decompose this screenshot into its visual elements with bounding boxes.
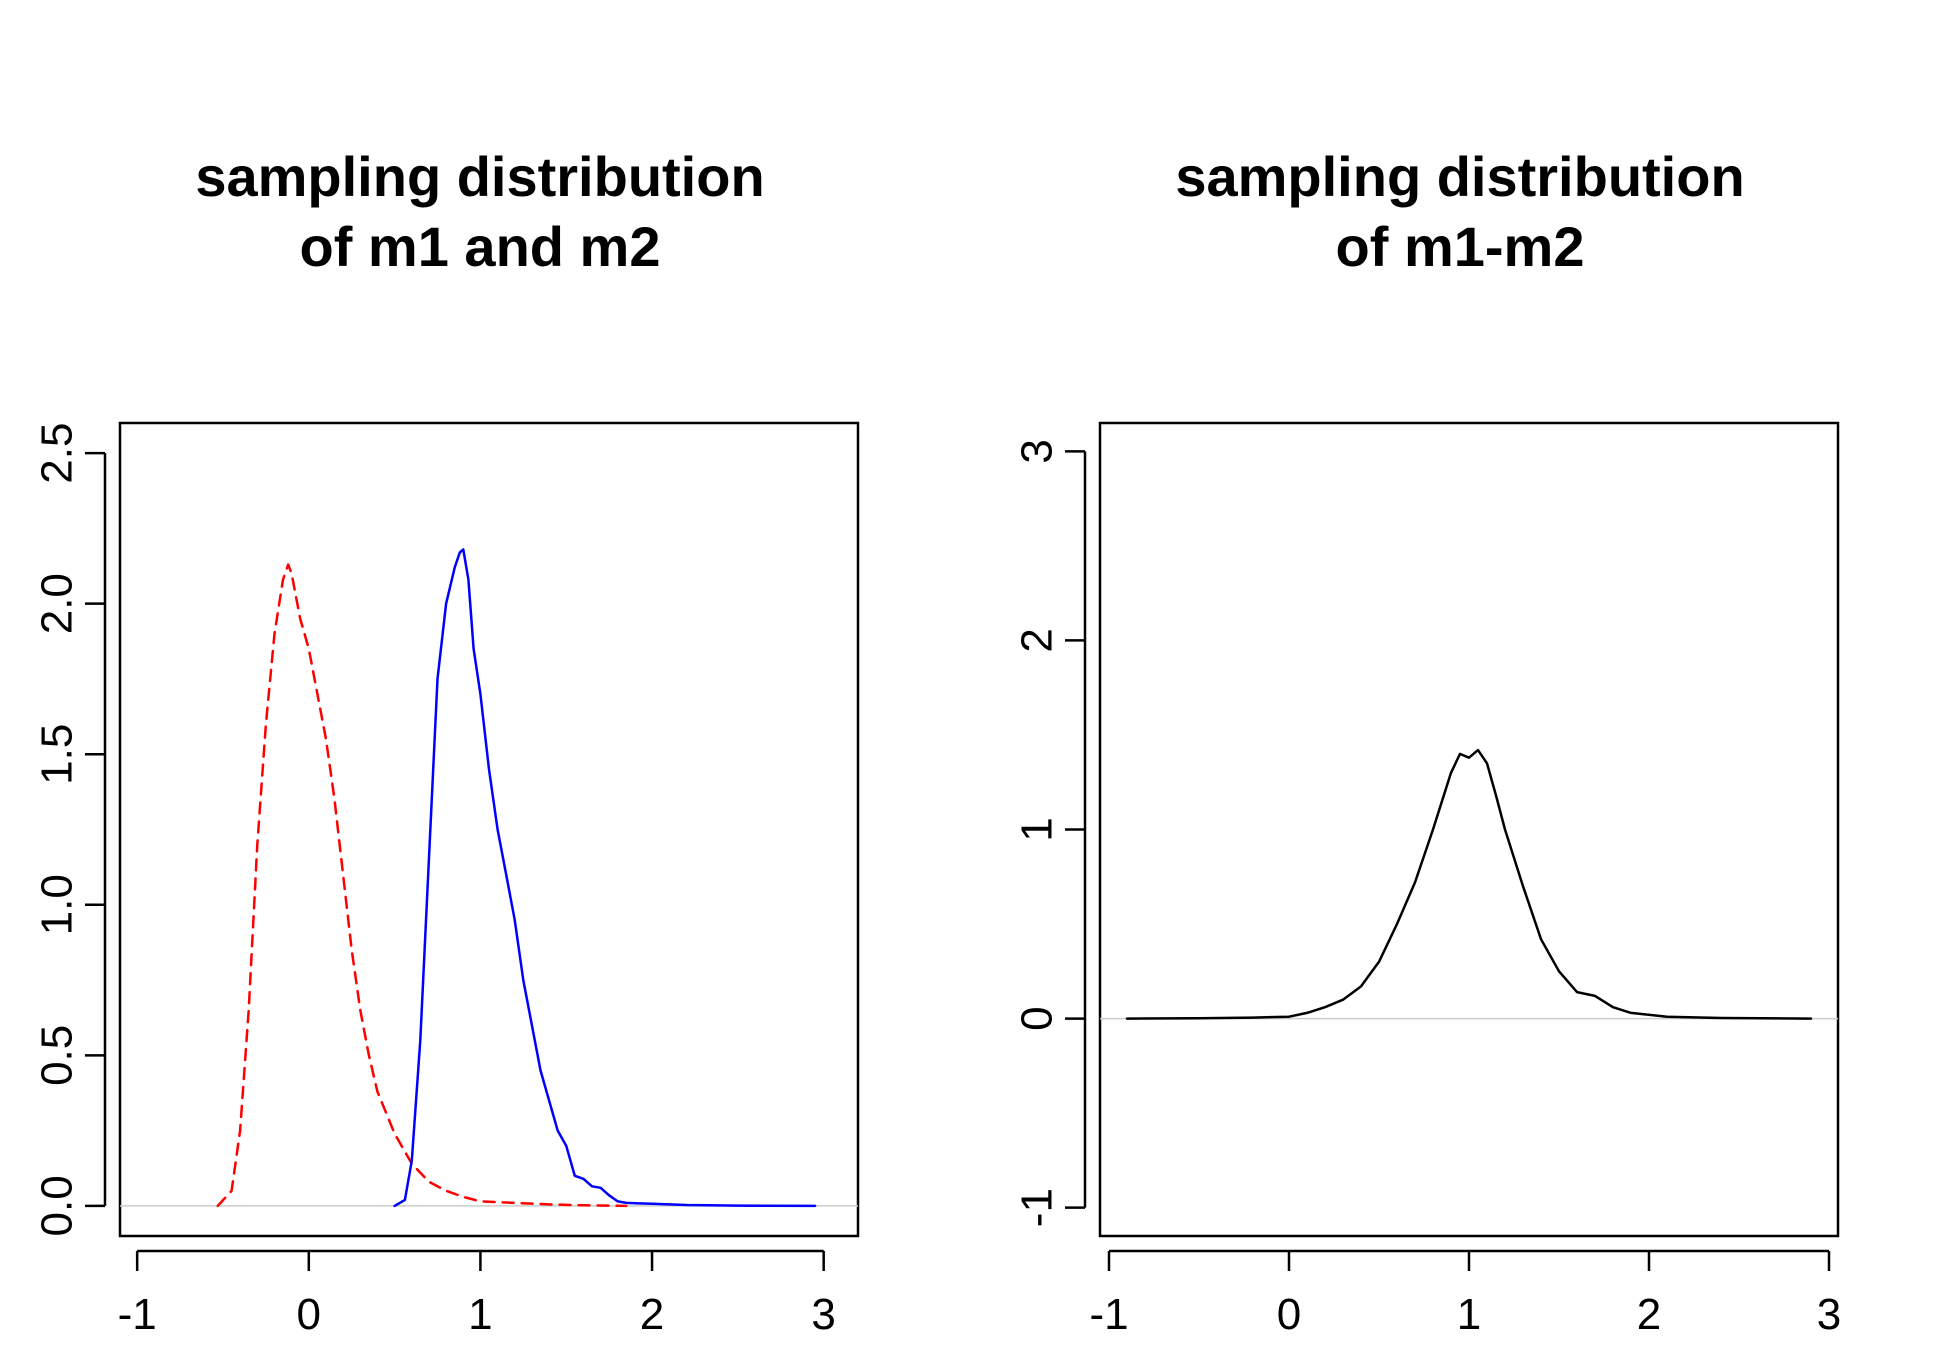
x-tick-label: 3: [811, 1290, 835, 1339]
x-tick-label: 2: [1637, 1290, 1661, 1339]
density-curve-0: [216, 563, 628, 1208]
density-curve-1: [393, 548, 817, 1208]
x-tick-label: -1: [1089, 1290, 1128, 1339]
plot-frame: [118, 421, 860, 1238]
x-tick-label: 1: [1457, 1290, 1481, 1339]
panel-left: sampling distribution of m1 and m2 -1 0 1 2 3 0…: [33, 145, 860, 1339]
x-tick-label: 1: [468, 1290, 492, 1339]
chart-title-line: of m1-m2: [1336, 215, 1585, 278]
x-tick-label: -1: [118, 1290, 157, 1339]
y-tick-label: 1.5: [33, 724, 82, 785]
chart-title: sampling distribution of m1 and m2: [195, 145, 764, 278]
x-tick-label: 0: [1277, 1290, 1301, 1339]
y-tick-label: 0.5: [33, 1025, 82, 1086]
y-tick-label: 1.0: [33, 874, 82, 935]
y-tick-label: 2.0: [33, 573, 82, 634]
y-tick-label: 2.5: [33, 423, 82, 484]
y-tick-label: 0.0: [33, 1175, 82, 1236]
x-tick-label: 3: [1817, 1290, 1841, 1339]
y-tick-label: 2: [1013, 628, 1062, 652]
chart-title: sampling distribution of m1-m2: [1175, 145, 1744, 278]
plot-frame: [1098, 421, 1840, 1238]
y-tick-label: -1: [1013, 1188, 1062, 1227]
chart-title-line: sampling distribution: [195, 145, 764, 208]
x-tick-label: 2: [640, 1290, 664, 1339]
panel-right: sampling distribution of m1-m2 -1 0 1 2 3 -1 0 1 2…: [1013, 145, 1842, 1339]
y-tick-label: 3: [1013, 439, 1062, 463]
y-tick-label: 0: [1013, 1006, 1062, 1030]
chart-title-line: of m1 and m2: [300, 215, 661, 278]
chart-title-line: sampling distribution: [1175, 145, 1744, 208]
y-tick-label: 1: [1013, 817, 1062, 841]
x-tick-label: 0: [297, 1290, 321, 1339]
density-curve-0: [1125, 748, 1813, 1020]
